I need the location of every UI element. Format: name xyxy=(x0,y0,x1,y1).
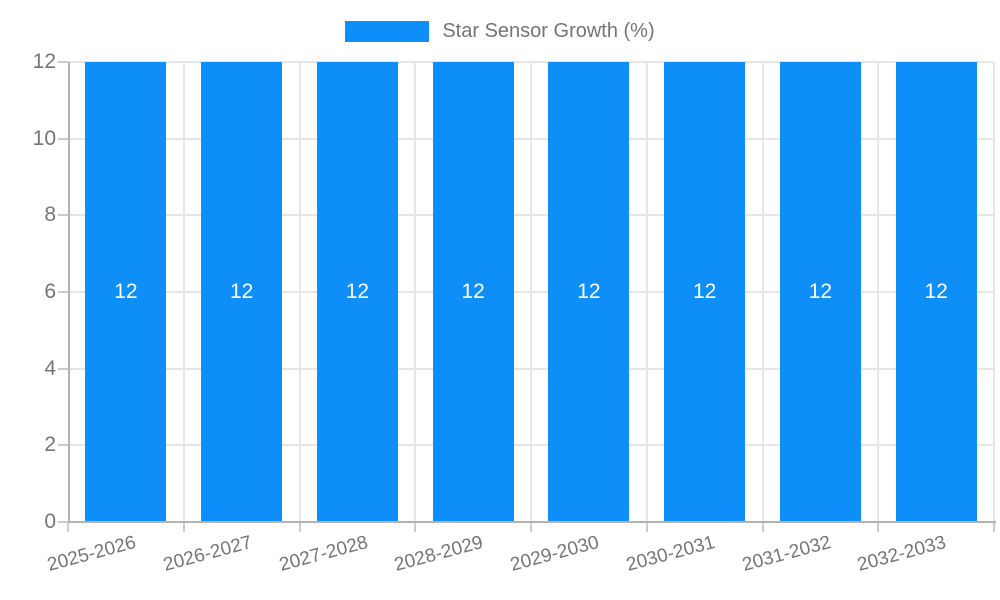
gridline-vertical xyxy=(530,62,532,522)
bar-value-label: 12 xyxy=(692,280,717,303)
x-axis-tick xyxy=(993,522,995,532)
bar-value-label: 12 xyxy=(924,280,948,303)
y-axis-tick-label: 6 xyxy=(44,280,56,303)
bar[interactable] xyxy=(317,62,398,522)
bar[interactable] xyxy=(780,62,861,522)
y-axis-tick-label: 0 xyxy=(44,510,56,533)
bar[interactable] xyxy=(433,62,514,522)
x-axis-tick xyxy=(530,522,532,532)
gridline-vertical xyxy=(414,62,417,522)
legend: Star Sensor Growth (%) xyxy=(0,14,1000,48)
x-axis-tick xyxy=(67,522,69,532)
y-axis-tick-label: 12 xyxy=(32,50,56,73)
gridline-vertical xyxy=(877,62,880,522)
plot-area: 0 2 4 6 8 10 12 12 2025-2026 12 2026-2027 12 2027-20… xyxy=(33,50,996,576)
y-axis-tick-label: 2 xyxy=(44,433,56,457)
x-axis-tick xyxy=(877,522,880,532)
bar-value-label: 12 xyxy=(577,280,601,303)
gridline-vertical xyxy=(298,62,301,522)
y-axis-line xyxy=(68,62,70,522)
y-axis-tick xyxy=(58,367,68,370)
gridline-vertical xyxy=(993,62,995,522)
y-axis-tick xyxy=(58,291,68,293)
bar[interactable] xyxy=(201,62,282,522)
y-axis-tick xyxy=(58,61,68,63)
x-axis-line xyxy=(68,521,996,523)
y-axis-tick-label: 10 xyxy=(32,126,56,150)
gridline-vertical xyxy=(645,62,648,522)
bar-value-label: 12 xyxy=(229,280,254,303)
y-axis-tick-label: 8 xyxy=(44,203,56,227)
y-axis-tick xyxy=(58,214,68,217)
bar[interactable] xyxy=(664,62,745,522)
bar-value-label: 12 xyxy=(345,280,370,303)
legend-swatch[interactable] xyxy=(345,20,430,42)
bar[interactable] xyxy=(548,62,629,522)
x-axis-tick xyxy=(414,522,417,532)
bar-value-label: 12 xyxy=(461,280,485,303)
y-axis-tick xyxy=(58,521,68,523)
y-axis-tick xyxy=(58,444,68,447)
gridline-vertical xyxy=(761,62,764,522)
x-axis-tick xyxy=(761,522,764,532)
y-axis-tick-label: 4 xyxy=(44,356,56,380)
x-axis-tick xyxy=(182,522,185,532)
y-axis-tick xyxy=(58,137,68,140)
bar-value-label: 12 xyxy=(114,280,138,303)
legend-label[interactable]: Star Sensor Growth (%) xyxy=(442,19,655,42)
bar-value-label: 12 xyxy=(808,280,833,303)
x-axis-tick xyxy=(645,522,648,532)
bar[interactable] xyxy=(85,62,166,522)
gridline-vertical xyxy=(182,62,185,522)
x-axis-tick xyxy=(298,522,301,532)
bar[interactable] xyxy=(896,62,977,522)
